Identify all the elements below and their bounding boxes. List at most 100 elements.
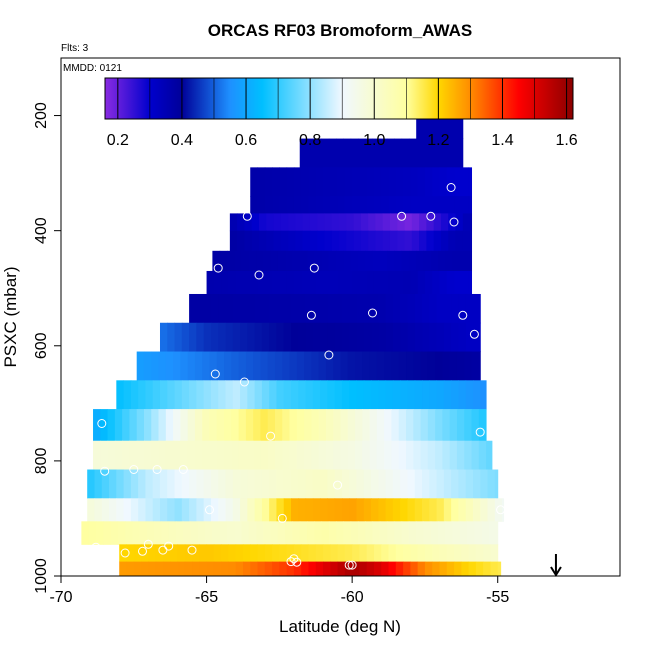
heatmap-cell bbox=[423, 112, 432, 140]
heatmap-cell bbox=[355, 351, 363, 381]
heatmap-cell bbox=[323, 167, 331, 197]
heatmap-cell bbox=[422, 293, 430, 324]
heatmap-cell bbox=[439, 196, 448, 214]
heatmap-cell bbox=[398, 351, 407, 381]
heatmap-cell bbox=[394, 521, 403, 545]
heatmap-cell bbox=[340, 409, 349, 442]
heatmap-cell bbox=[308, 561, 317, 577]
heatmap-cell bbox=[299, 521, 308, 545]
heatmap-cell bbox=[391, 440, 400, 471]
heatmap-cell bbox=[487, 498, 496, 522]
heatmap-cell bbox=[315, 196, 324, 214]
heatmap-cell bbox=[181, 322, 190, 353]
sample-point bbox=[449, 217, 459, 227]
heatmap-cell bbox=[368, 230, 376, 252]
heatmap-cell bbox=[138, 469, 146, 499]
heatmap-cell bbox=[472, 380, 481, 410]
heatmap-cell bbox=[464, 351, 473, 381]
heatmap-cell bbox=[251, 230, 260, 252]
sample-point bbox=[344, 560, 354, 570]
heatmap-cell bbox=[234, 250, 243, 272]
arrow-head bbox=[550, 566, 562, 577]
heatmap-cell bbox=[378, 322, 387, 353]
heatmap-cell bbox=[257, 561, 266, 577]
heatmap-cell bbox=[368, 213, 376, 232]
heatmap-cell bbox=[247, 469, 256, 499]
heatmap-cell bbox=[468, 270, 473, 295]
heatmap-cell bbox=[327, 322, 336, 353]
heatmap-cell bbox=[187, 351, 196, 381]
heatmap-cell bbox=[194, 440, 203, 471]
heatmap-cell bbox=[283, 293, 292, 324]
heatmap-cell bbox=[257, 544, 266, 563]
heatmap-cell bbox=[261, 469, 270, 499]
heatmap-cell bbox=[363, 498, 372, 522]
heatmap-cell bbox=[454, 196, 462, 214]
sample-point bbox=[475, 427, 485, 437]
heatmap-cell bbox=[162, 561, 171, 577]
heatmap-cell bbox=[314, 250, 323, 272]
heatmap-cell bbox=[472, 498, 481, 522]
heatmap-cell bbox=[301, 196, 309, 214]
heatmap-cell bbox=[471, 409, 480, 442]
heatmap-cell bbox=[139, 521, 148, 545]
heatmap-cell bbox=[347, 409, 356, 442]
heatmap-cell bbox=[272, 270, 280, 295]
heatmap-cell bbox=[388, 544, 397, 563]
heatmap-cell bbox=[221, 270, 229, 295]
heatmap-cell bbox=[298, 469, 307, 499]
heatmap-cell bbox=[317, 213, 325, 232]
heatmap-cell bbox=[116, 380, 125, 410]
heatmap-cell bbox=[357, 250, 366, 272]
heatmap-cell bbox=[218, 293, 226, 324]
heatmap-cell bbox=[424, 196, 433, 214]
heatmap-cell bbox=[429, 469, 438, 499]
heatmap-cell bbox=[334, 293, 343, 324]
heatmap-cell bbox=[289, 440, 298, 471]
heatmap-cell bbox=[480, 498, 489, 522]
heatmap-cell bbox=[478, 351, 481, 381]
heatmap-cell bbox=[235, 561, 244, 577]
heatmap-cell bbox=[286, 167, 295, 197]
heatmap-cell bbox=[472, 469, 481, 499]
heatmap-cell bbox=[349, 498, 358, 522]
sample-point bbox=[368, 308, 377, 318]
heatmap-cell bbox=[279, 270, 288, 295]
heatmap-cell bbox=[320, 293, 328, 324]
heatmap-cell bbox=[327, 469, 336, 499]
heatmap-cell bbox=[385, 322, 394, 353]
heatmap-cell bbox=[430, 250, 439, 272]
y-axis: 200 400 600 800 1000 bbox=[33, 102, 62, 594]
heatmap-cell bbox=[400, 380, 408, 410]
heatmap-cell bbox=[449, 351, 458, 381]
heatmap-cell bbox=[283, 322, 292, 353]
heatmap-cell bbox=[114, 440, 123, 471]
heatmap-cell bbox=[180, 440, 189, 471]
heatmap-cell bbox=[257, 167, 266, 197]
heatmap-cell bbox=[456, 351, 465, 381]
heatmap-cell bbox=[330, 561, 339, 577]
heatmap-cell bbox=[298, 380, 307, 410]
heatmap-cell bbox=[151, 351, 160, 381]
heatmap-cell bbox=[209, 409, 218, 442]
heatmap-cell bbox=[468, 561, 477, 577]
sample-point bbox=[277, 513, 287, 523]
heatmap-cell bbox=[210, 293, 219, 324]
heatmap-cell bbox=[423, 138, 432, 168]
heatmap-cell bbox=[416, 250, 424, 272]
heatmap-cell bbox=[343, 138, 352, 168]
heatmap-cell bbox=[468, 544, 477, 563]
heatmap-cell bbox=[436, 380, 445, 410]
heatmap-cell bbox=[323, 270, 331, 295]
heatmap-cell bbox=[371, 293, 379, 324]
heatmap-cell bbox=[312, 322, 321, 353]
heatmap-cell bbox=[141, 544, 149, 563]
heatmap-cell bbox=[199, 561, 208, 577]
heatmap-cell bbox=[279, 544, 288, 563]
heatmap-cell bbox=[327, 293, 336, 324]
heatmap-cell bbox=[413, 351, 422, 381]
heatmap-cell bbox=[419, 213, 427, 232]
heatmap-cell bbox=[216, 409, 225, 442]
heatmap-cell bbox=[459, 521, 468, 545]
heatmap-cell bbox=[276, 469, 285, 499]
